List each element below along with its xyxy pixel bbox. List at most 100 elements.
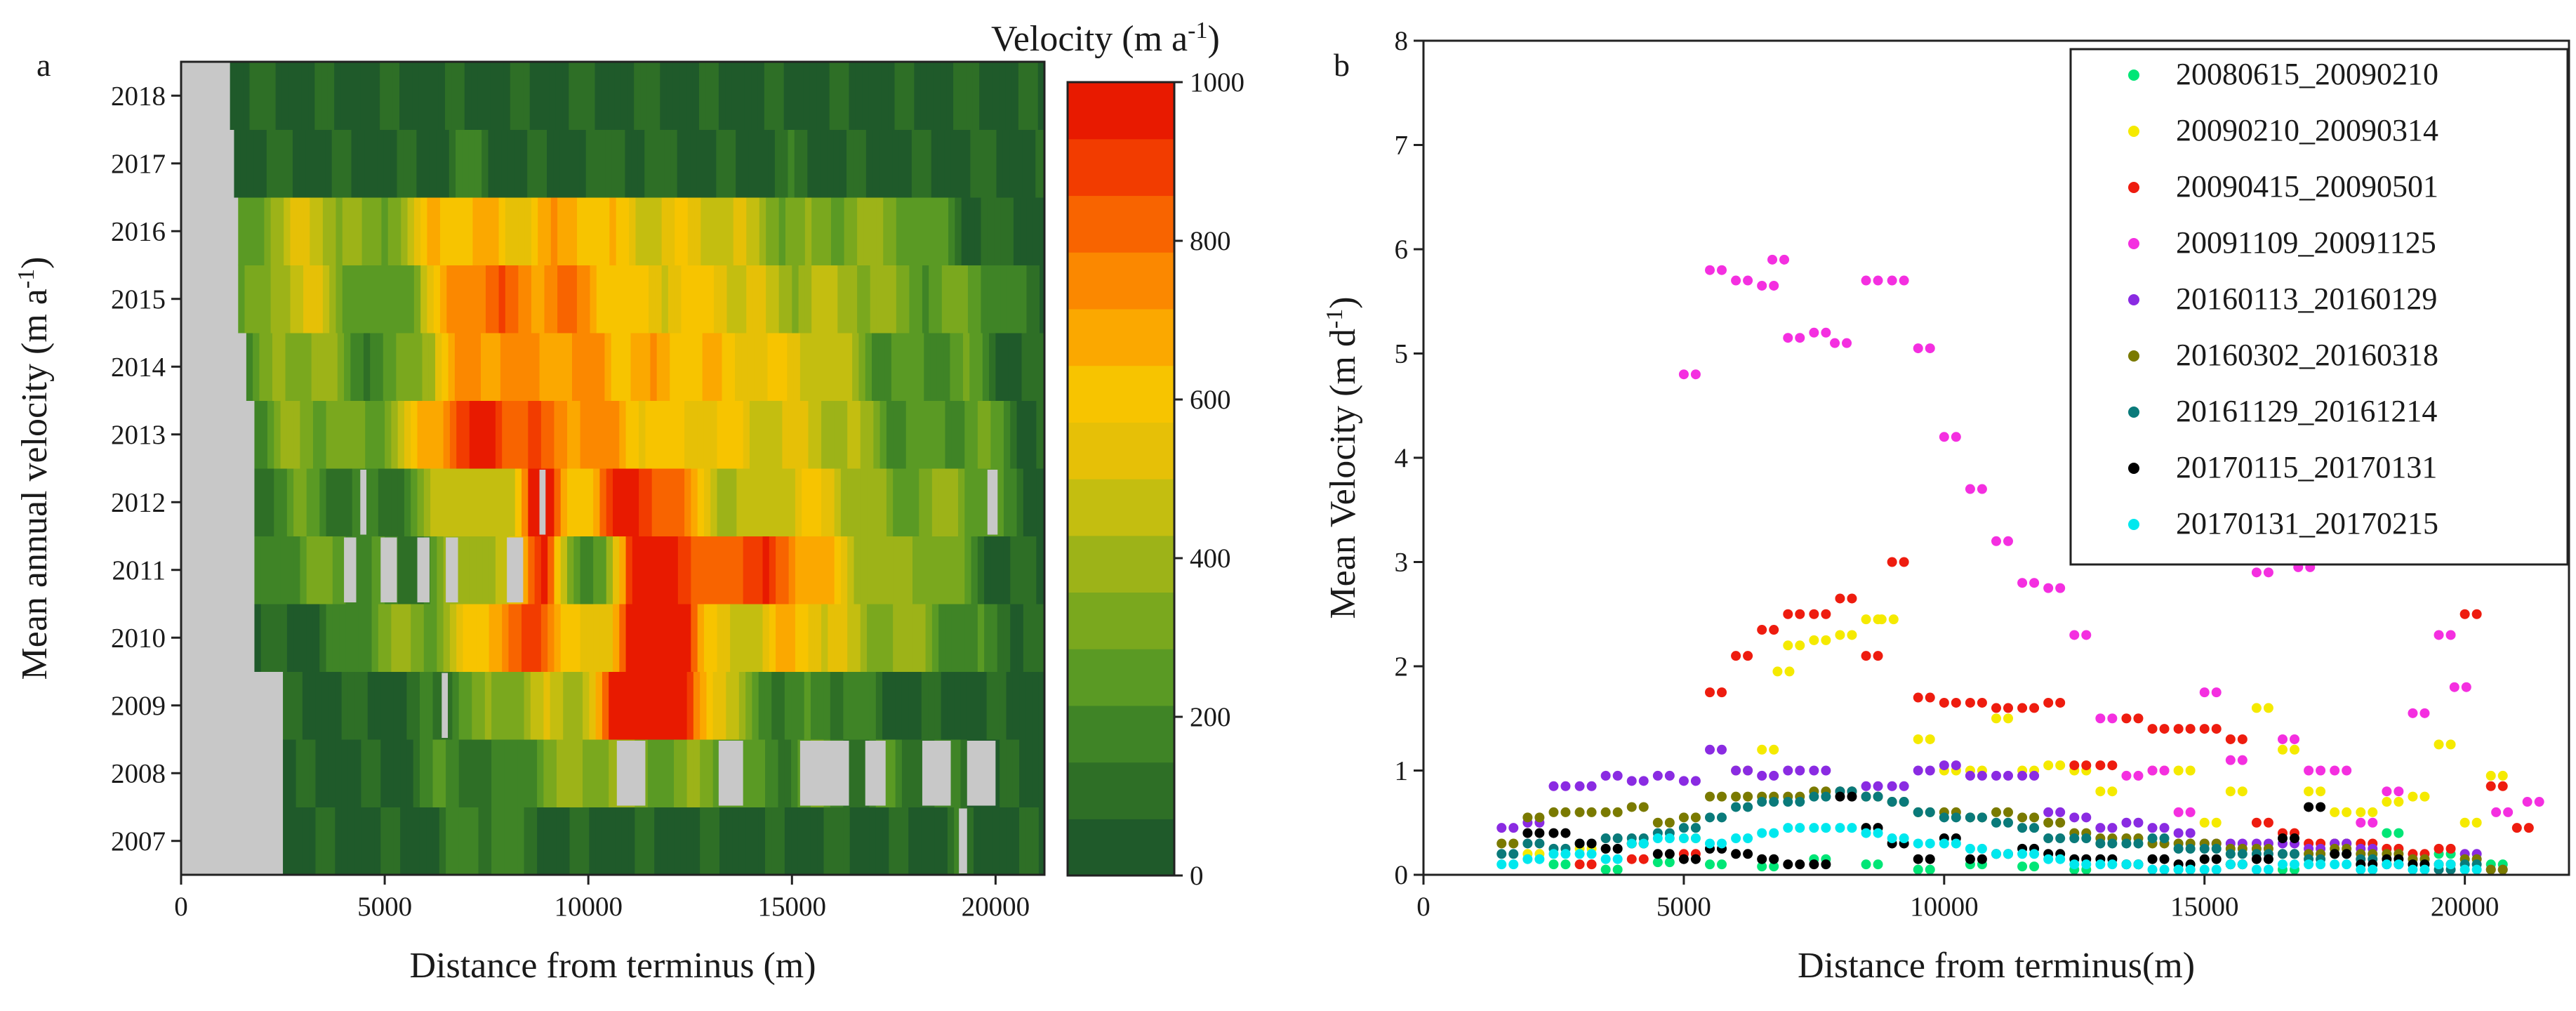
heatmap-cell-2013 (358, 400, 366, 469)
heatmap-cell-2018 (444, 62, 452, 130)
heatmap-cell-2010 (522, 604, 529, 672)
heatmap-cell-2018 (725, 62, 733, 130)
heatmap-cell-2017 (436, 129, 444, 198)
point-20090415_20090501-9 (1861, 651, 1871, 661)
heatmap-cell-2008 (361, 739, 369, 807)
heatmap-cell-2014 (936, 333, 944, 401)
point-20090415_20090501-8b (1847, 593, 1857, 604)
point-20091109_20091125-20b (2185, 807, 2196, 817)
point-20161129_20161214-14 (1861, 791, 1871, 802)
heatmap-cell-2010 (795, 604, 802, 672)
heatmap-cell-2015 (804, 265, 812, 333)
point-20090210_20090314-25b (2290, 744, 2299, 755)
heatmap-cell-2015 (518, 265, 526, 333)
heatmap-cell-2011 (437, 536, 444, 604)
heatmap-cell-2010 (873, 604, 881, 672)
heatmap-cell-2007 (283, 807, 290, 875)
heatmap-cell-2009 (771, 671, 779, 740)
heatmap-cell-2014 (370, 333, 378, 401)
point-20160113_20160129-7b (1690, 776, 1701, 786)
heatmap-cell-2017 (338, 129, 345, 198)
point-20161129_20161214-4b (1612, 833, 1623, 844)
heatmap-cell-2014 (487, 333, 495, 401)
point-20161129_20161214-7b (1690, 823, 1701, 833)
heatmap-cell-2016 (258, 197, 265, 265)
heatmap-cell-2010 (938, 604, 946, 672)
point-20170115_20170131-2 (1574, 838, 1585, 849)
heatmap-cell-2010 (984, 604, 992, 672)
point-20160113_20160129-19 (1991, 770, 2001, 781)
heatmap-cell-2009 (941, 671, 948, 740)
heatmap-cell-2017 (286, 129, 293, 198)
heatmap-cell-2016 (981, 197, 988, 265)
point-20161129_20161214-17 (1939, 812, 1949, 823)
b-x-tick-label-5000: 5000 (1657, 892, 1711, 922)
point-20160113_20160129-11b (1795, 765, 1805, 776)
point-20080615_20090210-4b (1769, 861, 1779, 872)
heatmap-cell-2014 (989, 333, 996, 401)
point-20160302_20160318-1b (1534, 812, 1545, 823)
heatmap-cell-2017 (520, 129, 528, 198)
heatmap-cell-2013 (821, 400, 828, 469)
heatmap-cell-2014 (428, 333, 436, 401)
heatmap-cell-2007 (706, 807, 714, 875)
point-20090415_20090501-10 (1887, 557, 1897, 567)
heatmap-cell-2009 (400, 671, 408, 740)
heatmap-cell-2007 (1032, 807, 1040, 875)
heatmap-cell-2015 (642, 265, 649, 333)
point-20090415_20090501-5b (1769, 625, 1779, 635)
point-20160113_20160129-15b (1899, 781, 1909, 791)
point-20161129_20161214-26 (2173, 843, 2184, 854)
heatmap-cell-2009 (947, 671, 955, 740)
heatmap-cell-2010 (828, 604, 835, 672)
nodata-cell-2011 (446, 537, 458, 602)
point-20160113_20160129-5b (1638, 776, 1649, 786)
heatmap-cell-2016 (701, 197, 708, 265)
heatmap-cell-2018 (620, 62, 628, 130)
heatmap-cell-2017 (1009, 129, 1016, 198)
heatmap-cell-2014 (571, 333, 579, 401)
heatmap-cell-2014 (852, 333, 860, 401)
heatmap-cell-2016 (479, 197, 486, 265)
heatmap-cell-2015 (264, 265, 272, 333)
heatmap-cell-2018 (783, 62, 791, 130)
heatmap-cell-2008 (328, 739, 336, 807)
heatmap-cell-2017 (703, 129, 710, 198)
heatmap-cell-2011 (710, 536, 718, 604)
heatmap-cell-2015 (361, 265, 369, 333)
b-x-tick-label-0: 0 (1416, 892, 1430, 922)
point-20160113_20160129-2b (1560, 781, 1571, 791)
heatmap-cell-2013 (423, 400, 431, 469)
point-20090415_20090501-1 (1626, 854, 1637, 864)
heatmap-cell-2015 (427, 265, 434, 333)
heatmap-cell-2018 (608, 62, 615, 130)
heatmap-cell-2014 (839, 333, 847, 401)
heatmap-cell-2017 (553, 129, 561, 198)
point-20091109_20091125-22 (2225, 755, 2236, 765)
heatmap-cell-2015 (596, 265, 604, 333)
heatmap-cell-2013 (522, 400, 529, 469)
heatmap-cell-2017 (357, 129, 365, 198)
point-20091109_20091125-16 (2069, 630, 2080, 640)
heatmap-cell-2012 (528, 468, 536, 536)
point-20161129_20161214-24 (2121, 838, 2132, 849)
point-20091109_20091125-32 (2449, 682, 2459, 692)
heatmap-cell-2018 (1005, 62, 1013, 130)
heatmap-cell-2008 (1012, 739, 1020, 807)
x-tick-label-0: 0 (174, 892, 188, 922)
heatmap-cell-2015 (505, 265, 512, 333)
heatmap-cell-2016 (778, 197, 786, 265)
heatmap-cell-2007 (686, 807, 694, 875)
heatmap-cell-2009 (901, 671, 909, 740)
heatmap-cell-2011 (411, 536, 418, 604)
nodata-terminus-2017 (181, 129, 234, 198)
heatmap-cell-2012 (613, 468, 620, 536)
point-20090415_20090501-4 (1731, 651, 1741, 661)
heatmap-cell-2007 (387, 807, 394, 875)
heatmap-cell-2015 (557, 265, 564, 333)
heatmap-cell-2013 (339, 400, 346, 469)
heatmap-cell-2008 (504, 739, 512, 807)
heatmap-cell-2014 (656, 333, 664, 401)
heatmap-cell-2007 (296, 807, 303, 875)
heatmap-cell-2014 (950, 333, 957, 401)
